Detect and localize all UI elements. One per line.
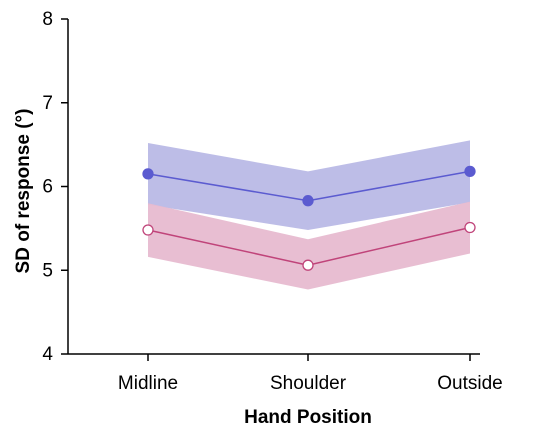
- y-ticks: 4 5 6 7 8: [42, 9, 68, 365]
- data-point-2-midline: [142, 224, 154, 236]
- data-point-2-shoulder: [302, 259, 314, 271]
- data-point-2-outside: [464, 221, 476, 234]
- y-tick-label: 4: [42, 344, 53, 365]
- x-tick-label-outside: Outside: [437, 373, 502, 394]
- x-tick-label-shoulder: Shoulder: [270, 373, 347, 394]
- confidence-bands: [148, 140, 470, 290]
- y-tick-label: 5: [42, 260, 53, 281]
- data-point-1-outside: [464, 165, 476, 178]
- confidence-band-2: [148, 201, 470, 290]
- y-tick-label: 6: [42, 177, 53, 198]
- y-tick-label: 7: [42, 93, 53, 114]
- series-points: [142, 165, 476, 271]
- x-ticks: Midline Shoulder Outside: [118, 354, 503, 394]
- confidence-band-1: [148, 140, 470, 230]
- x-tick-label-midline: Midline: [118, 373, 178, 394]
- data-point-1-midline: [142, 168, 154, 180]
- y-axis-label: SD of response (°): [13, 109, 34, 274]
- y-tick-label: 8: [42, 9, 53, 30]
- data-point-1-shoulder: [302, 195, 314, 207]
- x-axis-label: Hand Position: [244, 407, 372, 428]
